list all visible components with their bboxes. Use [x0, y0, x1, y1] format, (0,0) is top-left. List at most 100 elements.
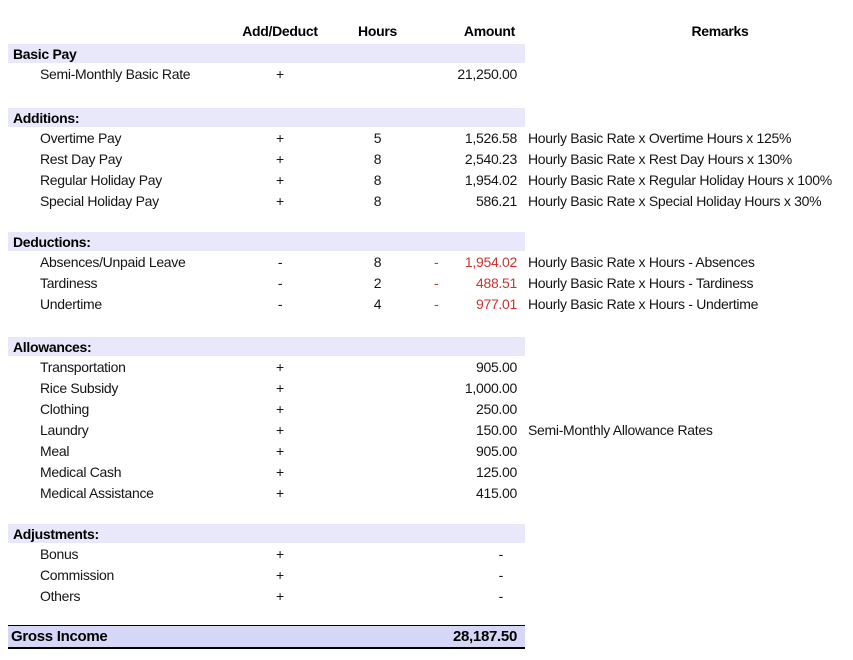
amount-value: 250.00 — [475, 400, 517, 417]
cell-item-label: Clothing — [40, 400, 89, 417]
cell-amount: - 977.01 — [425, 296, 525, 312]
cell-item-label: Overtime Pay — [40, 129, 122, 146]
cell-remark: Hourly Basic Rate x Rest Day Hours x 130… — [528, 150, 792, 167]
amount-value: 586.21 — [475, 192, 517, 209]
cell-amount: - — [425, 546, 525, 562]
cell-hours: 8 — [373, 253, 382, 270]
amount-value: 1,000.00 — [464, 379, 517, 396]
cell-amount: 150.00 — [425, 422, 525, 438]
cell-add-deduct-sign: + — [276, 192, 284, 209]
cell-amount: 1,954.02 — [425, 172, 525, 188]
cell-add-deduct-sign: + — [276, 545, 284, 562]
table-row: Clothing +250.00 — [8, 398, 853, 419]
cell-item-label: Tardiness — [40, 274, 98, 291]
cell-add-deduct-sign: + — [276, 150, 284, 167]
cell-remark: Hourly Basic Rate x Hours - Tardiness — [528, 274, 754, 291]
table-row: Rice Subsidy +1,000.00 — [8, 377, 853, 398]
cell-add-deduct-sign: + — [276, 566, 284, 583]
cell-add-deduct-sign: + — [276, 171, 284, 188]
cell-add-deduct-sign: + — [276, 463, 284, 480]
cell-hours: 8 — [373, 150, 382, 167]
amount-value: 2,540.23 — [464, 150, 517, 167]
cell-amount: 1,000.00 — [425, 380, 525, 396]
cell-add-deduct-sign: - — [277, 253, 283, 270]
table-row: Meal +905.00 — [8, 440, 853, 461]
cell-amount: - — [425, 588, 525, 604]
section-title-band: Deductions: — [8, 232, 525, 251]
table-row: Semi-Monthly Basic Rate +21,250.00 — [8, 63, 853, 84]
cell-amount: - 488.51 — [425, 275, 525, 291]
table-row: Others + - — [8, 585, 853, 606]
cell-add-deduct-sign: - — [277, 295, 283, 312]
table-row: Undertime - 4 - 977.01 Hourly Basic Rate x Ho… — [8, 293, 853, 314]
cell-item-label: Special Holiday Pay — [40, 192, 159, 209]
cell-item-label: Others — [40, 587, 81, 604]
section-title-band: Allowances: — [8, 337, 525, 356]
cell-remark: Hourly Basic Rate x Hours - Absences — [528, 253, 755, 270]
amount-value: 21,250.00 — [457, 65, 517, 82]
table-row: Special Holiday Pay +8 586.21 Hourly Basic … — [8, 190, 853, 211]
cell-hours: 2 — [373, 274, 382, 291]
amount-value: 1,954.02 — [464, 171, 517, 188]
col-header-remarks: Remarks — [691, 23, 749, 39]
cell-amount: 415.00 — [425, 485, 525, 501]
cell-item-label: Commission — [40, 566, 115, 583]
section-title: Deductions: — [13, 233, 91, 250]
amount-value: 1,954.02 — [464, 253, 517, 270]
amount-value: - — [498, 566, 504, 583]
section-additions: Additions: Overtime Pay +5 1,526.58 Hourly B… — [8, 108, 853, 211]
table-row: Laundry +150.00 Semi-Monthly Allowance Rat… — [8, 419, 853, 440]
cell-item-label: Semi-Monthly Basic Rate — [40, 65, 191, 82]
table-row: Commission + - — [8, 564, 853, 585]
cell-item-label: Medical Cash — [40, 463, 122, 480]
cell-item-label: Meal — [40, 442, 70, 459]
cell-remark: Hourly Basic Rate x Regular Holiday Hour… — [528, 171, 832, 188]
cell-item-label: Regular Holiday Pay — [40, 171, 162, 188]
amount-value: 415.00 — [475, 484, 517, 501]
cell-hours: 8 — [373, 192, 382, 209]
section-title: Additions: — [13, 109, 80, 126]
cell-item-label: Medical Assistance — [40, 484, 154, 501]
cell-add-deduct-sign: + — [276, 421, 284, 438]
table-row: Medical Assistance +415.00 — [8, 482, 853, 503]
cell-item-label: Laundry — [40, 421, 89, 438]
amount-value: - — [498, 587, 504, 604]
cell-amount: 586.21 — [425, 193, 525, 209]
negative-dash: - — [434, 274, 439, 291]
cell-item-label: Rice Subsidy — [40, 379, 119, 396]
cell-hours: 4 — [373, 295, 382, 312]
table-row: Regular Holiday Pay +8 1,954.02 Hourly Basi… — [8, 169, 853, 190]
col-header-amount: Amount — [463, 23, 515, 39]
cell-amount: 905.00 — [425, 359, 525, 375]
amount-value: 1,526.58 — [464, 129, 517, 146]
negative-dash: - — [434, 253, 439, 270]
cell-hours: 5 — [373, 129, 382, 146]
cell-add-deduct-sign: + — [276, 379, 284, 396]
amount-value: 905.00 — [475, 442, 517, 459]
amount-value: 488.51 — [475, 274, 517, 291]
cell-item-label: Undertime — [40, 295, 102, 312]
section-adjustments: Adjustments: Bonus + - Commission + - Others + - — [8, 524, 853, 606]
cell-remark: Hourly Basic Rate x Overtime Hours x 125… — [528, 129, 792, 146]
cell-remark: Hourly Basic Rate x Hours - Undertime — [528, 295, 759, 312]
cell-amount: - — [425, 567, 525, 583]
cell-remark: Semi-Monthly Allowance Rates — [528, 421, 713, 438]
table-row: Rest Day Pay +8 2,540.23 Hourly Basic Rate … — [8, 148, 853, 169]
cell-item-label: Absences/Unpaid Leave — [40, 253, 186, 270]
table-row: Overtime Pay +5 1,526.58 Hourly Basic Rate … — [8, 127, 853, 148]
table-row: Medical Cash +125.00 — [8, 461, 853, 482]
cell-add-deduct-sign: + — [276, 484, 284, 501]
cell-add-deduct-sign: + — [276, 65, 284, 82]
table-row: Absences/Unpaid Leave - 8 - 1,954.02 Hourly B… — [8, 251, 853, 272]
cell-item-label: Transportation — [40, 358, 126, 375]
cell-amount: 21,250.00 — [425, 66, 525, 82]
cell-item-label: Bonus — [40, 545, 79, 562]
cell-add-deduct-sign: + — [276, 587, 284, 604]
section-title-band: Additions: — [8, 108, 525, 127]
table-row: Tardiness - 2 - 488.51 Hourly Basic Rate x Ho… — [8, 272, 853, 293]
cell-item-label: Rest Day Pay — [40, 150, 122, 167]
col-header-hours: Hours — [358, 23, 397, 39]
amount-value: 905.00 — [475, 358, 517, 375]
section-deductions: Deductions: Absences/Unpaid Leave - 8 - 1,954… — [8, 232, 853, 314]
